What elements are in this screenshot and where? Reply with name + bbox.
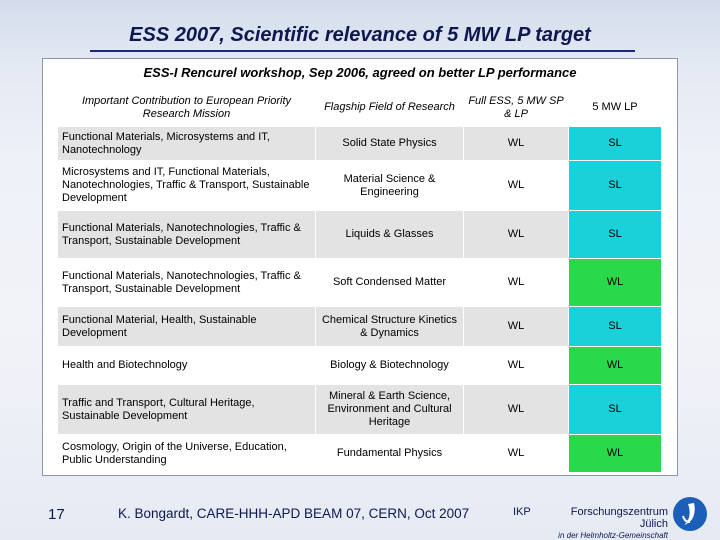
field-cell: Fundamental Physics — [315, 434, 464, 473]
header-full-ess: Full ESS, 5 MW SP & LP — [463, 88, 569, 127]
lp-cell: WL — [568, 346, 662, 385]
footer-ikp: IKP — [513, 506, 531, 518]
full-ess-cell: WL — [463, 346, 569, 385]
field-cell: Mineral & Earth Science, Environment and… — [315, 384, 464, 435]
table-row: Functional Material, Health, Sustainable… — [57, 306, 662, 347]
institute-association: in der Helmholtz-Gemeinschaft — [558, 531, 668, 540]
lp-cell: SL — [568, 306, 662, 347]
full-ess-cell: WL — [463, 210, 569, 259]
mission-cell: Functional Materials, Nanotechnologies, … — [57, 258, 316, 307]
lp-cell: SL — [568, 210, 662, 259]
title-underline — [90, 50, 635, 52]
lp-cell: WL — [568, 434, 662, 473]
institute-name: Forschungszentrum Jülich — [570, 506, 668, 530]
footer-institute: Forschungszentrum Jülich in der Helmholt… — [548, 506, 668, 540]
table-row: Functional Materials, Nanotechnologies, … — [57, 258, 662, 307]
table-header-row: Important Contribution to European Prior… — [57, 88, 662, 127]
field-cell: Soft Condensed Matter — [315, 258, 464, 307]
slide-title: ESS 2007, Scientific relevance of 5 MW L… — [129, 24, 591, 46]
slide-subtitle: ESS-I Rencurel workshop, Sep 2006, agree… — [143, 65, 577, 80]
table-row: Cosmology, Origin of the Universe, Educa… — [57, 434, 662, 473]
lp-cell: SL — [568, 126, 662, 161]
juelich-logo-icon — [673, 497, 707, 531]
header-lp: 5 MW LP — [568, 88, 662, 127]
table-row: Traffic and Transport, Cultural Heritage… — [57, 384, 662, 435]
full-ess-cell: WL — [463, 434, 569, 473]
field-cell: Liquids & Glasses — [315, 210, 464, 259]
table-row: Functional Materials, Microsystems and I… — [57, 126, 662, 161]
field-cell: Material Science & Engineering — [315, 160, 464, 211]
mission-cell: Functional Materials, Microsystems and I… — [57, 126, 316, 161]
header-mission: Important Contribution to European Prior… — [57, 88, 316, 127]
lp-cell: SL — [568, 160, 662, 211]
mission-cell: Functional Materials, Nanotechnologies, … — [57, 210, 316, 259]
lp-cell: WL — [568, 258, 662, 307]
mission-cell: Microsystems and IT, Functional Material… — [57, 160, 316, 211]
field-cell: Solid State Physics — [315, 126, 464, 161]
mission-cell: Cosmology, Origin of the Universe, Educa… — [57, 434, 316, 473]
field-cell: Biology & Biotechnology — [315, 346, 464, 385]
lp-cell: SL — [568, 384, 662, 435]
page-number: 17 — [48, 506, 65, 523]
table-row: Microsystems and IT, Functional Material… — [57, 160, 662, 211]
full-ess-cell: WL — [463, 160, 569, 211]
table-row: Functional Materials, Nanotechnologies, … — [57, 210, 662, 259]
mission-cell: Traffic and Transport, Cultural Heritage… — [57, 384, 316, 435]
full-ess-cell: WL — [463, 258, 569, 307]
full-ess-cell: WL — [463, 306, 569, 347]
mission-cell: Functional Material, Health, Sustainable… — [57, 306, 316, 347]
header-field: Flagship Field of Research — [315, 88, 464, 127]
field-cell: Chemical Structure Kinetics & Dynamics — [315, 306, 464, 347]
research-table: Important Contribution to European Prior… — [57, 88, 662, 473]
footer-credit: K. Bongardt, CARE-HHH-APD BEAM 07, CERN,… — [118, 506, 470, 521]
full-ess-cell: WL — [463, 126, 569, 161]
table-row: Health and Biotechnology Biology & Biote… — [57, 346, 662, 385]
full-ess-cell: WL — [463, 384, 569, 435]
mission-cell: Health and Biotechnology — [57, 346, 316, 385]
